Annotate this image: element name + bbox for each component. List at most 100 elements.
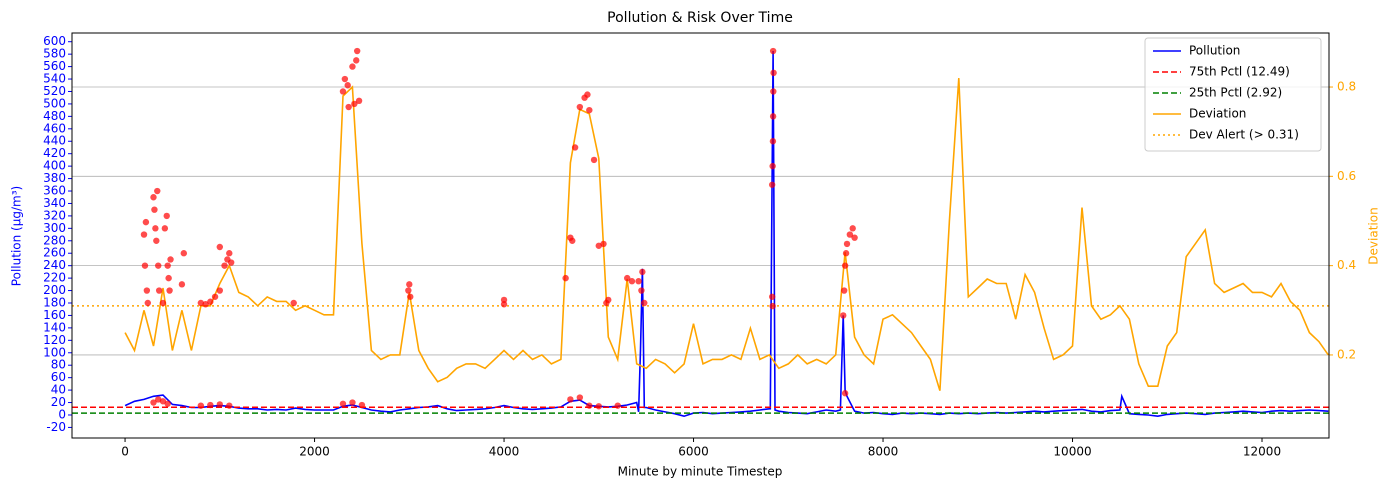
x-axis-label: Minute by minute Timestep: [618, 465, 783, 479]
y2-tick-label: 0.6: [1337, 169, 1356, 183]
alert-point: [211, 293, 219, 300]
alert-point: [768, 181, 776, 188]
legend-label: 25th Pctl (2.92): [1189, 86, 1282, 100]
alert-point: [216, 243, 224, 251]
alert-point: [595, 403, 602, 410]
x-tick-label: 6000: [678, 445, 709, 459]
y-tick-label: 200: [43, 283, 66, 297]
alert-point: [628, 278, 636, 285]
y2-tick-label: 0.4: [1337, 258, 1356, 272]
alert-point: [614, 402, 621, 409]
alert-point: [216, 401, 224, 408]
alert-point: [849, 225, 856, 232]
alert-point: [161, 225, 169, 232]
alert-point: [142, 218, 150, 226]
y-tick-label: 340: [43, 196, 66, 210]
y-tick-label: 80: [51, 358, 66, 372]
alert-point: [153, 237, 160, 244]
y-tick-label: 160: [43, 308, 66, 322]
plot-frame: [71, 32, 1330, 439]
alert-point: [624, 274, 631, 282]
y-tick-label: -20: [46, 420, 66, 434]
y-tick-label: 540: [43, 72, 66, 86]
x-tick-label: 12000: [1243, 445, 1281, 459]
chart-title: Pollution & Risk Over Time: [607, 10, 793, 26]
legend-label: 75th Pctl (12.49): [1189, 65, 1290, 79]
legend-label: Dev Alert (> 0.31): [1189, 128, 1299, 142]
alert-point: [635, 278, 642, 285]
alert-point: [769, 47, 777, 55]
y-tick-label: 120: [43, 333, 66, 347]
alert-point: [358, 401, 366, 409]
alert-point: [576, 394, 584, 401]
alert-point: [840, 287, 848, 294]
alert-point: [500, 301, 508, 308]
alert-point: [180, 250, 188, 257]
alert-point: [638, 287, 645, 294]
alert-point: [641, 299, 648, 307]
alert-point: [155, 287, 163, 294]
y-tick-label: 480: [43, 109, 66, 123]
x-tick-label: 0: [121, 445, 129, 459]
alert-point: [341, 75, 349, 83]
alert-point: [165, 274, 172, 282]
alert-point: [586, 106, 593, 114]
alert-point: [846, 231, 854, 238]
y-tick-label: 500: [43, 96, 66, 110]
alert-point: [584, 91, 591, 98]
y2-tick-label: 0.8: [1337, 80, 1356, 94]
y-tick-label: 240: [43, 258, 66, 272]
legend-label: Deviation: [1189, 107, 1246, 121]
alert-point: [571, 144, 579, 151]
alert-point: [339, 88, 347, 95]
y-tick-label: 600: [43, 34, 66, 48]
alert-point: [151, 206, 158, 213]
alert-point: [226, 402, 233, 409]
alert-point: [768, 293, 776, 300]
alert-point: [405, 287, 412, 294]
x-tick-label: 8000: [868, 445, 899, 459]
legend-box: [1144, 37, 1322, 152]
y-tick-label: 20: [51, 395, 66, 409]
x-tick-label: 2000: [299, 445, 330, 459]
alert-point: [290, 299, 297, 307]
x-tick-label: 10000: [1053, 445, 1091, 459]
y-axis-label: Pollution (µg/m³): [10, 186, 24, 286]
y-tick-label: 140: [43, 320, 66, 334]
y-tick-label: 300: [43, 221, 66, 235]
alert-point: [841, 262, 849, 269]
plot-area: [72, 47, 1329, 418]
alert-point: [207, 298, 214, 305]
alert-point: [349, 399, 356, 406]
alert-point: [150, 194, 157, 201]
alert-point: [841, 390, 849, 397]
alert-point: [140, 231, 148, 238]
alert-point: [769, 302, 776, 310]
alert-point: [769, 162, 776, 170]
y-tick-label: 280: [43, 233, 66, 247]
alert-point: [562, 274, 569, 282]
y-tick-label: 400: [43, 159, 66, 173]
y-tick-label: 220: [43, 271, 66, 285]
alert-point: [406, 281, 413, 288]
alert-point: [569, 237, 576, 244]
alert-point: [567, 396, 574, 403]
y-tick-label: 180: [43, 296, 66, 310]
alert-point: [144, 299, 151, 307]
alert-point: [353, 47, 361, 55]
alert-point: [221, 262, 228, 269]
alert-point: [407, 293, 414, 300]
legend: Pollution 75th Pctl (12.49) 25th Pctl (2.9…: [1144, 37, 1322, 152]
alert-point: [166, 287, 173, 294]
y-tick-label: 380: [43, 171, 66, 185]
y-tick-label: 560: [43, 59, 66, 73]
alert-point: [770, 88, 777, 95]
alert-point: [164, 262, 171, 269]
alert-point: [843, 240, 851, 248]
y-tick-label: 260: [43, 246, 66, 260]
alert-point: [353, 57, 360, 64]
y-tick-label: 100: [43, 345, 66, 359]
alert-point: [197, 402, 205, 409]
data-line: [124, 78, 1329, 391]
